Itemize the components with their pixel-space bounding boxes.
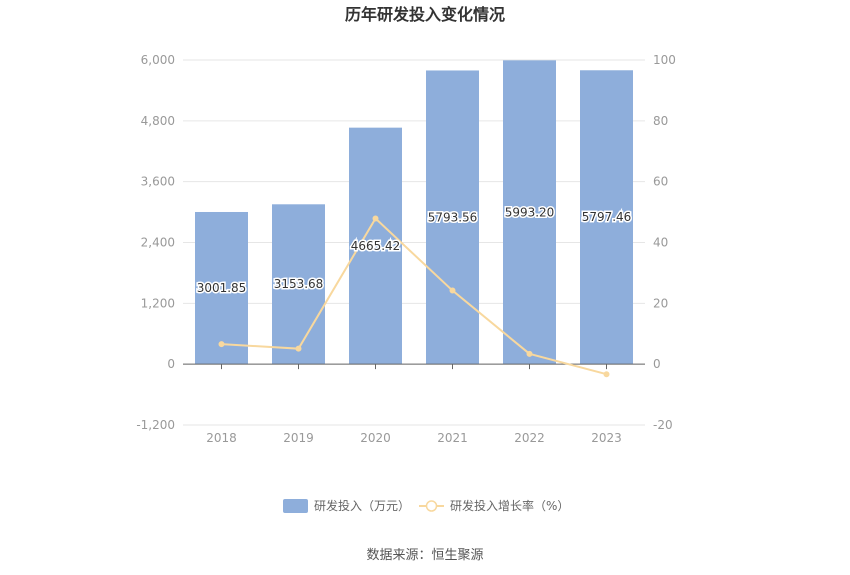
bar-value-label: 5993.20 (505, 205, 555, 219)
growth-line (221, 216, 607, 376)
left-y-tick-label: 0 (167, 357, 175, 371)
x-tick-label: 2020 (360, 431, 391, 445)
line-point (449, 287, 456, 294)
bar (349, 127, 402, 365)
bar (272, 204, 325, 365)
left-y-tick-label: 4,800 (141, 114, 175, 128)
right-y-tick-label: -20 (653, 418, 673, 432)
left-y-tick-label: 3,600 (141, 175, 175, 189)
x-tick-label: 2019 (283, 431, 314, 445)
left-y-tick-label: 6,000 (141, 53, 175, 67)
bar-value-label: 5793.56 (428, 210, 478, 224)
line-series (218, 215, 610, 378)
bar (503, 60, 556, 365)
left-y-axis: -1,200 0 1,200 2,400 3,600 4,800 6,000 (136, 53, 175, 432)
legend-line-label: 研发投入增长率（%） (450, 498, 569, 513)
line-point (603, 371, 610, 378)
chart-title: 历年研发投入变化情况 (345, 5, 505, 24)
bar-labels: 3001.85 3153.68 4665.42 5793.56 5993.20 5797.… (195, 204, 633, 297)
right-y-tick-label: 60 (653, 175, 668, 189)
left-y-tick-label: 1,200 (141, 296, 175, 310)
line-point (218, 341, 225, 348)
bar-value-label: 5797.46 (582, 210, 632, 224)
legend-line-marker (425, 500, 438, 512)
gridlines (183, 59, 645, 426)
x-tick-label: 2023 (591, 431, 622, 445)
legend-bar-label: 研发投入（万元） (314, 498, 410, 513)
x-tick-label: 2021 (437, 431, 468, 445)
x-tick-label: 2022 (514, 431, 545, 445)
right-y-tick-label: 0 (653, 357, 661, 371)
x-tick-label: 2018 (206, 431, 237, 445)
right-y-tick-label: 20 (653, 296, 668, 310)
bar-value-label: 3001.85 (197, 281, 247, 295)
left-y-tick-label: 2,400 (141, 236, 175, 250)
bar-value-label: 3153.68 (274, 277, 324, 291)
legend[interactable]: 研发投入（万元） 研发投入增长率（%） (283, 498, 569, 513)
bar (580, 70, 633, 365)
line-point (526, 350, 533, 357)
bar-value-label: 4665.42 (351, 239, 401, 253)
line-point (372, 215, 379, 222)
right-y-axis: -20 0 20 40 60 80 100 (653, 53, 676, 432)
source-note: 数据来源：恒生聚源 (366, 548, 483, 563)
bar (195, 211, 248, 365)
legend-bar-swatch (283, 499, 308, 513)
right-y-tick-label: 100 (653, 53, 676, 67)
left-y-tick-label: -1,200 (136, 418, 175, 432)
right-y-tick-label: 80 (653, 114, 668, 128)
right-y-tick-label: 40 (653, 236, 668, 250)
bar-series (195, 60, 633, 365)
x-axis: 2018 2019 2020 2021 2022 2023 (183, 363, 645, 445)
bar (426, 70, 479, 365)
line-point (295, 345, 302, 352)
